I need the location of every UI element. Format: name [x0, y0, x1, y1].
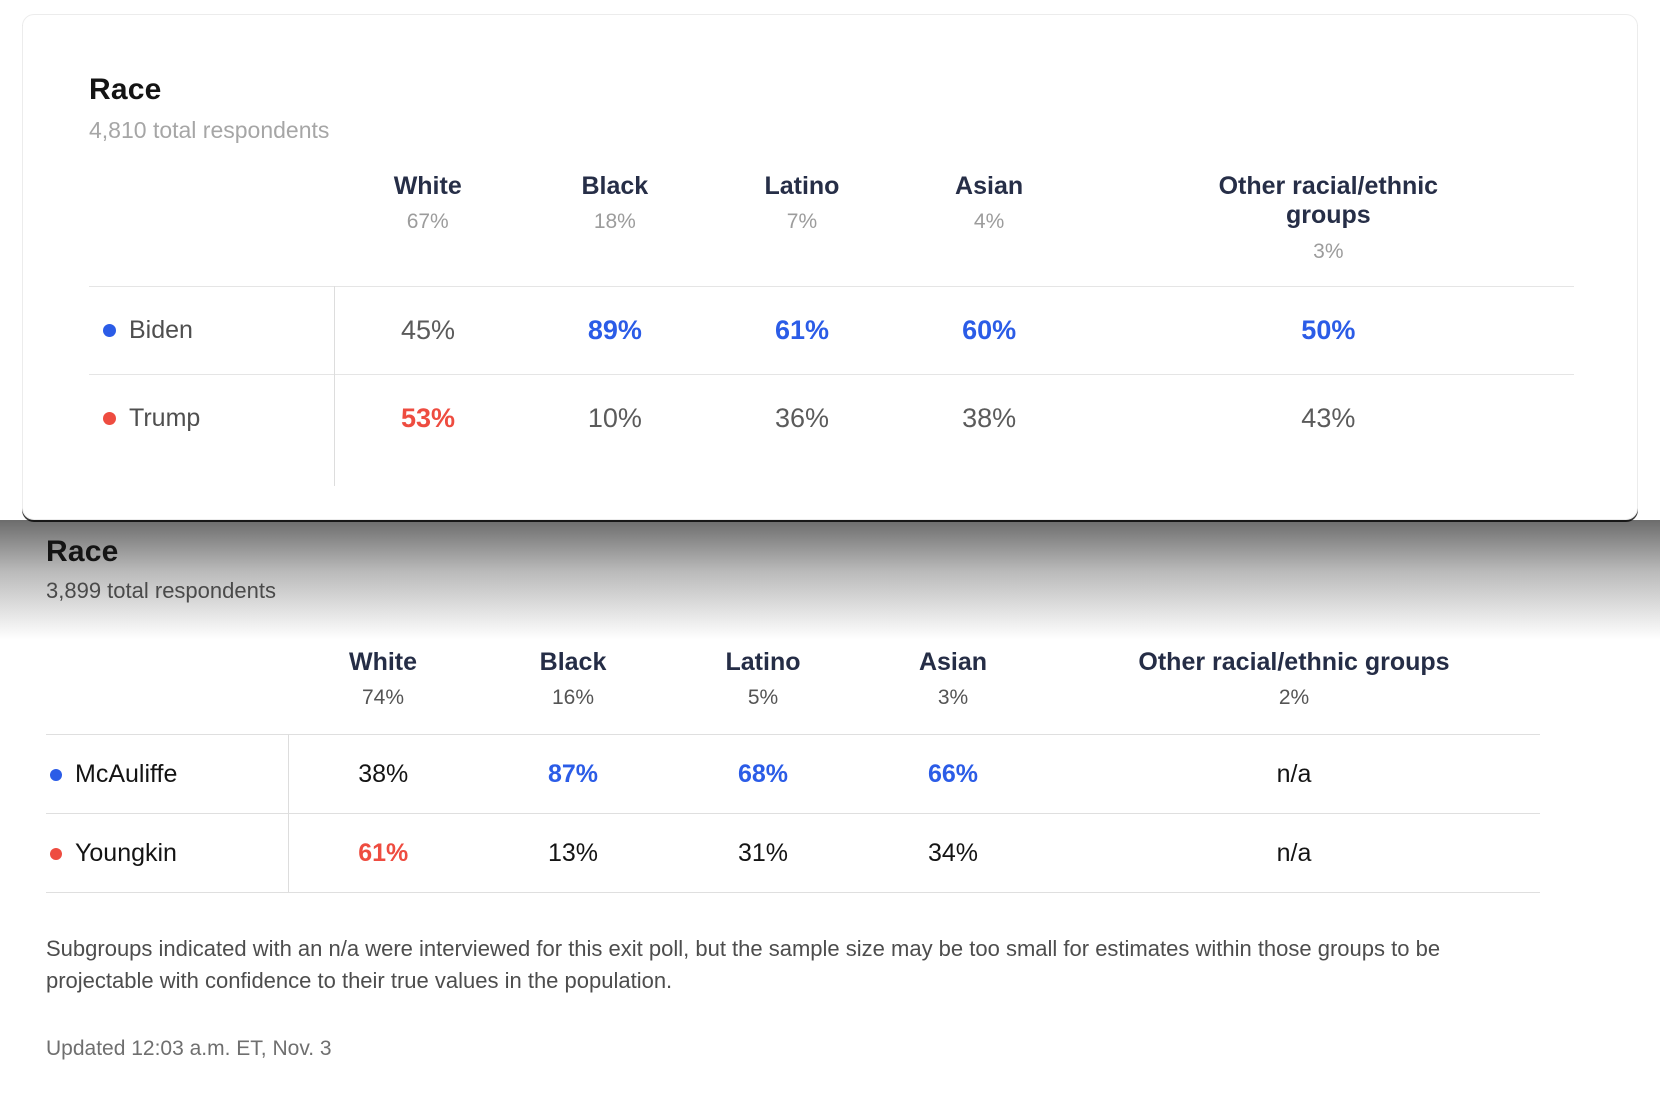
column-header-other: Other racial/ethnic groups 3% [1218, 172, 1439, 263]
result-cell: 45% [334, 285, 522, 374]
result-cell: 60% [895, 285, 1083, 374]
result-cell: 87% [478, 734, 668, 814]
column-header-black: Black 16% [539, 648, 607, 710]
result-cell: 89% [521, 285, 709, 374]
candidate-label-cell: Youngkin [46, 813, 289, 894]
result-cell: 31% [668, 813, 858, 894]
result-cell: 43% [1082, 373, 1574, 462]
race-results-table-governor: White 74% Black 16% Latino 5% Asian 3% O… [46, 622, 1540, 894]
updated-timestamp: Updated 12:03 a.m. ET, Nov. 3 [46, 1037, 332, 1061]
result-cell: n/a [1048, 813, 1540, 894]
exit-poll-section-governor: Race 3,899 total respondents White 74% B… [0, 520, 1660, 1102]
column-header-asian: Asian 4% [955, 172, 1024, 234]
candidate-label-cell: McAuliffe [46, 734, 289, 814]
race-results-table-presidential: White 67% Black 18% Latino 7% Asian 4% O… [89, 164, 1574, 486]
respondents-count: 3,899 total respondents [46, 578, 276, 603]
column-header-asian: Asian 3% [918, 648, 988, 710]
result-cell: 53% [334, 373, 522, 462]
result-cell: 38% [288, 734, 478, 814]
result-cell: 61% [708, 285, 896, 374]
table-row-biden: Biden 45% 89% 61% 60% 50% [89, 285, 1574, 374]
section-title: Race [46, 535, 119, 568]
column-header-other: Other racial/ethnic groups 2% [1138, 648, 1450, 710]
result-cell: 13% [478, 813, 668, 894]
exit-poll-card-presidential: Race 4,810 total respondents White 67% B… [22, 14, 1638, 520]
table-row-youngkin: Youngkin 61% 13% 31% 34% n/a [46, 813, 1540, 894]
rep-dot-icon [103, 411, 116, 425]
result-cell: 36% [708, 373, 896, 462]
rep-dot-icon [50, 847, 62, 860]
column-header-row: White 74% Black 16% Latino 5% Asian 3% O… [46, 622, 1540, 735]
dem-dot-icon [50, 768, 62, 781]
table-row-trump: Trump 53% 10% 36% 38% 43% [89, 373, 1574, 462]
candidate-label-cell: Biden [89, 285, 335, 374]
result-cell: 34% [858, 813, 1048, 894]
table-row-mcauliffe: McAuliffe 38% 87% 68% 66% n/a [46, 734, 1540, 814]
result-cell: 50% [1082, 285, 1574, 374]
candidate-label-cell: Trump [89, 373, 335, 462]
respondents-count: 4,810 total respondents [89, 117, 330, 143]
section-title: Race [89, 73, 162, 106]
result-cell: n/a [1048, 734, 1540, 814]
empty-corner-cell [46, 622, 288, 735]
column-header-white: White 67% [393, 172, 462, 234]
methodology-footnote: Subgroups indicated with an n/a were int… [46, 936, 1441, 994]
divider-tail-row [89, 462, 1574, 486]
column-header-latino: Latino 5% [725, 648, 801, 710]
result-cell: 61% [288, 813, 478, 894]
result-cell: 38% [895, 373, 1083, 462]
column-header-black: Black 18% [581, 172, 649, 234]
result-cell: 66% [858, 734, 1048, 814]
empty-corner-cell [89, 164, 334, 286]
column-header-white: White 74% [348, 648, 418, 710]
column-header-row: White 67% Black 18% Latino 7% Asian 4% O… [89, 164, 1574, 286]
column-header-latino: Latino 7% [764, 172, 840, 234]
result-cell: 10% [521, 373, 709, 462]
result-cell: 68% [668, 734, 858, 814]
dem-dot-icon [103, 323, 116, 337]
